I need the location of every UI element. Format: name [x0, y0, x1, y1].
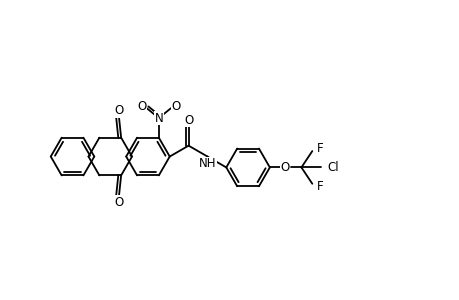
- Text: O: O: [114, 196, 123, 209]
- Text: NH: NH: [198, 158, 216, 170]
- Text: Cl: Cl: [326, 161, 338, 174]
- Text: O: O: [114, 104, 123, 117]
- Text: O: O: [280, 161, 289, 174]
- Text: F: F: [316, 180, 323, 193]
- Text: O: O: [137, 100, 146, 112]
- Text: O: O: [171, 100, 180, 112]
- Text: N: N: [154, 112, 163, 124]
- Text: O: O: [184, 114, 193, 127]
- Text: F: F: [316, 142, 323, 155]
